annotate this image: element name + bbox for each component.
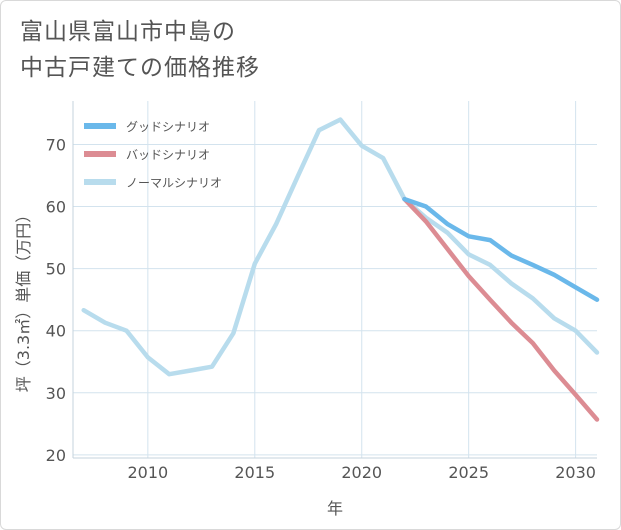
y-tick-label: 20 [46,446,66,465]
x-axis-label: 年 [327,499,343,518]
y-tick-label: 50 [46,260,66,279]
y-tick-label: 70 [46,135,66,154]
x-tick-label: 2030 [555,463,596,482]
y-tick-label: 60 [46,198,66,217]
legend-label-2: ノーマルシナリオ [126,176,222,190]
series-line-1 [402,196,600,422]
legend-label-0: グッドシナリオ [126,120,210,134]
series-layer [81,117,600,422]
x-tick-label: 2025 [448,463,489,482]
series-line-2 [81,117,600,377]
y-axis-label: 坪（3.3㎡）単価（万円） [14,207,33,392]
chart-title-line-2: 中古戸建ての価格推移 [20,55,260,81]
x-tick-label: 2010 [127,463,168,482]
chart-title: 富山県富山市中島の 中古戸建ての価格推移 [20,14,260,86]
x-tick-label: 2020 [341,463,382,482]
chart-title-line-1: 富山県富山市中島の [20,19,236,45]
y-tick-label: 40 [46,322,66,341]
x-tick-label: 2015 [234,463,275,482]
legend-label-1: バッドシナリオ [126,148,210,162]
series-line-0 [402,196,600,302]
y-tick-label: 30 [46,384,66,403]
